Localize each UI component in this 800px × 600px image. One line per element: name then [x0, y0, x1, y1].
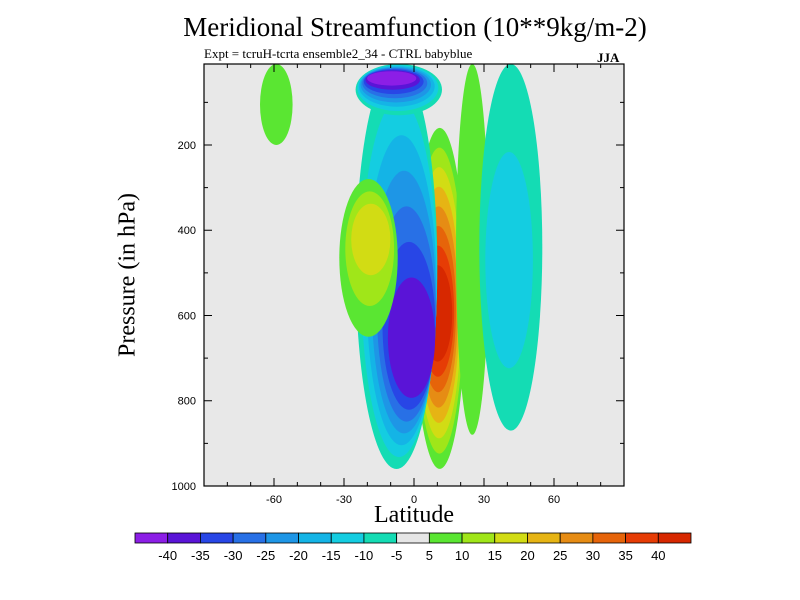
- y-tick-label: 1000: [172, 481, 196, 493]
- colorbar-label: 35: [618, 548, 632, 563]
- colorbar-label: 15: [488, 548, 502, 563]
- y-tick-label: 800: [178, 396, 196, 408]
- colorbar-label: 30: [586, 548, 600, 563]
- contour-southern-positive-cell: [339, 179, 398, 337]
- colorbar-label: 40: [651, 548, 665, 563]
- colorbar-label: 20: [520, 548, 534, 563]
- axes-layer: -60 -30 0 30 60 200 400 600 800 1000: [172, 64, 624, 506]
- contour-subtropical-negative-band: [479, 64, 543, 431]
- contour-level: [387, 277, 436, 398]
- x-tick-label: -60: [266, 494, 282, 506]
- contour-level: [456, 64, 489, 435]
- y-tick-label: 200: [178, 140, 196, 152]
- contour-level: [260, 64, 293, 145]
- contour-upper-negative-lobe: [355, 64, 442, 116]
- contour-far-south-positive-strip: [260, 64, 293, 145]
- x-tick-label: -30: [336, 494, 352, 506]
- x-tick-label: 0: [411, 494, 417, 506]
- colorbar-label: -15: [322, 548, 341, 563]
- colorbar-swatch: [200, 532, 234, 544]
- colorbar-label: 5: [426, 548, 433, 563]
- colorbar-swatch: [265, 532, 299, 544]
- colorbar-swatch: [232, 532, 267, 544]
- chart-subtitle: Expt = tcruH-tcrta ensemble2_34 - CTRL b…: [204, 46, 473, 61]
- colorbar-swatch: [134, 532, 169, 544]
- colorbar-swatch: [559, 532, 594, 544]
- colorbar: -40 -35 -30 -25 -20 -15 -10 -5 5 10 15 20 25 30 35 40: [134, 532, 692, 563]
- colorbar-swatch: [461, 532, 496, 544]
- contour-level: [367, 71, 417, 86]
- colorbar-label: -35: [191, 548, 210, 563]
- colorbar-swatch: [298, 532, 332, 544]
- colorbar-swatch: [428, 532, 463, 544]
- colorbar-swatch: [167, 532, 201, 544]
- y-tick-label: 600: [178, 310, 196, 322]
- contour-level: [351, 203, 391, 276]
- colorbar-label: 25: [553, 548, 567, 563]
- colorbar-swatch: [396, 532, 430, 544]
- colorbar-swatch: [592, 532, 626, 544]
- chart-title: Meridional Streamfunction (10**9kg/m-2): [183, 12, 647, 42]
- colorbar-label: -40: [158, 548, 177, 563]
- season-label: JJA: [597, 50, 620, 65]
- colorbar-label: -30: [224, 548, 243, 563]
- colorbar-swatch: [625, 532, 659, 544]
- colorbar-label: -5: [391, 548, 403, 563]
- colorbar-swatch: [657, 532, 692, 544]
- contour-level: [485, 152, 533, 369]
- x-tick-label: 30: [478, 494, 490, 506]
- colorbar-swatch: [363, 532, 398, 544]
- colorbar-swatch: [330, 532, 365, 544]
- x-axis-label: Latitude: [374, 502, 454, 528]
- colorbar-label: -10: [355, 548, 374, 563]
- colorbar-swatch: [494, 532, 528, 544]
- contour-fill-layer: [260, 64, 543, 469]
- colorbar-label: 10: [455, 548, 469, 563]
- colorbar-label: -25: [256, 548, 275, 563]
- contour-eastward-positive-band: [456, 64, 489, 435]
- x-tick-label: 60: [548, 494, 560, 506]
- colorbar-label: -20: [289, 548, 308, 563]
- colorbar-swatch: [527, 532, 561, 544]
- y-tick-label: 400: [178, 225, 196, 237]
